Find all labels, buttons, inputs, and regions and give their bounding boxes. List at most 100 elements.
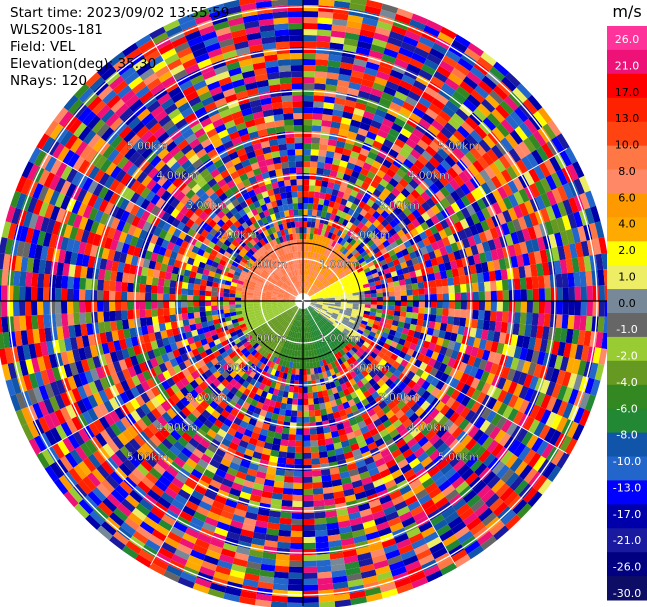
radar-gate <box>330 30 346 39</box>
radar-gate <box>473 337 481 349</box>
radar-gate <box>444 348 454 358</box>
radar-gate <box>303 287 305 293</box>
radar-gate <box>389 382 399 392</box>
radar-gate <box>303 233 307 240</box>
radar-gate <box>506 422 518 437</box>
radar-gate <box>531 149 544 165</box>
radar-gate <box>308 282 312 289</box>
radar-gate <box>448 308 455 317</box>
radar-gate <box>296 410 303 417</box>
radar-gate <box>376 378 385 388</box>
radar-gate <box>393 310 401 317</box>
radar-gate <box>288 566 303 573</box>
radar-gate <box>500 222 511 236</box>
radar-gate <box>313 95 325 103</box>
radar-gate <box>333 249 340 256</box>
radar-gate <box>427 234 437 245</box>
radar-gate <box>481 349 491 361</box>
radar-gate <box>336 209 343 217</box>
radar-gate <box>318 451 328 459</box>
radar-gate <box>317 583 334 591</box>
radar-gate <box>313 397 320 405</box>
radar-gate <box>367 278 375 284</box>
radar-gate <box>354 102 367 111</box>
radar-gate <box>481 382 492 395</box>
radar-gate <box>429 183 440 194</box>
radar-gate <box>411 282 419 290</box>
radar-gate <box>163 315 171 323</box>
radar-gate <box>541 143 555 159</box>
radar-gate <box>346 295 353 299</box>
radar-gate <box>477 432 490 446</box>
radar-gate <box>310 245 315 253</box>
radar-gate <box>548 353 558 369</box>
radar-gate <box>402 158 414 169</box>
radar-gate <box>601 252 607 270</box>
radar-gate <box>341 265 349 272</box>
radar-gate <box>103 311 111 322</box>
radar-gate <box>368 223 377 232</box>
radar-gate <box>481 489 496 504</box>
radar-gate <box>528 337 537 351</box>
radar-gate <box>474 85 489 99</box>
radar-gate <box>398 279 406 286</box>
radar-gate <box>313 271 318 278</box>
radar-gate <box>365 246 373 254</box>
radar-gate <box>506 165 518 180</box>
radar-gate <box>402 101 415 113</box>
radar-gate <box>451 476 465 490</box>
radar-gate <box>513 397 525 411</box>
radar-gate <box>486 330 495 342</box>
radar-gate <box>187 288 194 296</box>
radar-gate <box>544 366 555 382</box>
radar-gate <box>387 75 402 86</box>
radar-gate <box>410 148 422 160</box>
radar-gate <box>379 201 389 211</box>
radar-gate <box>508 289 515 301</box>
radar-gate <box>340 56 355 65</box>
radar-gate <box>379 391 389 401</box>
radar-gate <box>419 361 428 371</box>
radar-gate <box>169 287 176 295</box>
radar-gate <box>320 255 326 262</box>
radar-gate <box>362 254 371 261</box>
radar-gate <box>384 370 394 379</box>
radar-gate <box>584 190 596 208</box>
radar-gate <box>463 227 473 238</box>
radar-gate <box>405 138 417 149</box>
radar-gate <box>530 264 538 277</box>
radar-gate <box>485 516 502 531</box>
radar-gate <box>330 164 340 172</box>
radar-gate <box>316 553 331 561</box>
radar-gate <box>454 62 470 77</box>
radar-gate <box>313 278 318 285</box>
radar-gate <box>357 229 365 238</box>
radar-gate <box>303 452 312 460</box>
radar-gate <box>567 373 578 389</box>
radar-gate <box>482 453 496 467</box>
radar-gate <box>374 108 387 119</box>
radar-gate <box>563 342 572 358</box>
radar-gate <box>444 139 458 152</box>
radar-gate <box>308 404 315 411</box>
radar-gate <box>376 301 384 306</box>
radar-gate <box>556 301 563 315</box>
radar-gate <box>315 280 321 287</box>
radar-gate <box>518 141 532 157</box>
radar-gate <box>513 278 521 290</box>
radar-gate <box>539 249 548 264</box>
radar-gate <box>310 149 319 156</box>
radar-gate <box>519 241 528 255</box>
radar-gate <box>580 286 587 301</box>
radar-gate <box>355 133 367 143</box>
radar-gate <box>428 250 437 260</box>
radar-gate <box>388 128 400 139</box>
radar-gate <box>308 275 311 282</box>
radar-gate <box>303 524 315 532</box>
radar-gate <box>530 325 538 338</box>
radar-gate <box>273 571 289 579</box>
radar-gate <box>336 336 343 343</box>
radar-gate <box>436 442 449 455</box>
radar-gate <box>562 183 574 200</box>
radar-gate <box>411 199 422 210</box>
